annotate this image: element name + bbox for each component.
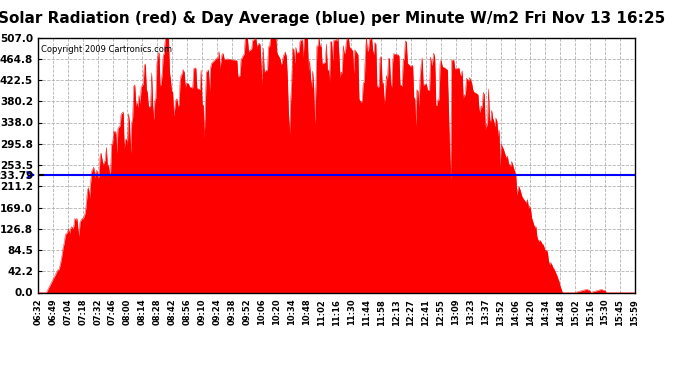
- Text: Solar Radiation (red) & Day Average (blue) per Minute W/m2 Fri Nov 13 16:25: Solar Radiation (red) & Day Average (blu…: [0, 11, 665, 26]
- Text: Copyright 2009 Cartronics.com: Copyright 2009 Cartronics.com: [41, 45, 172, 54]
